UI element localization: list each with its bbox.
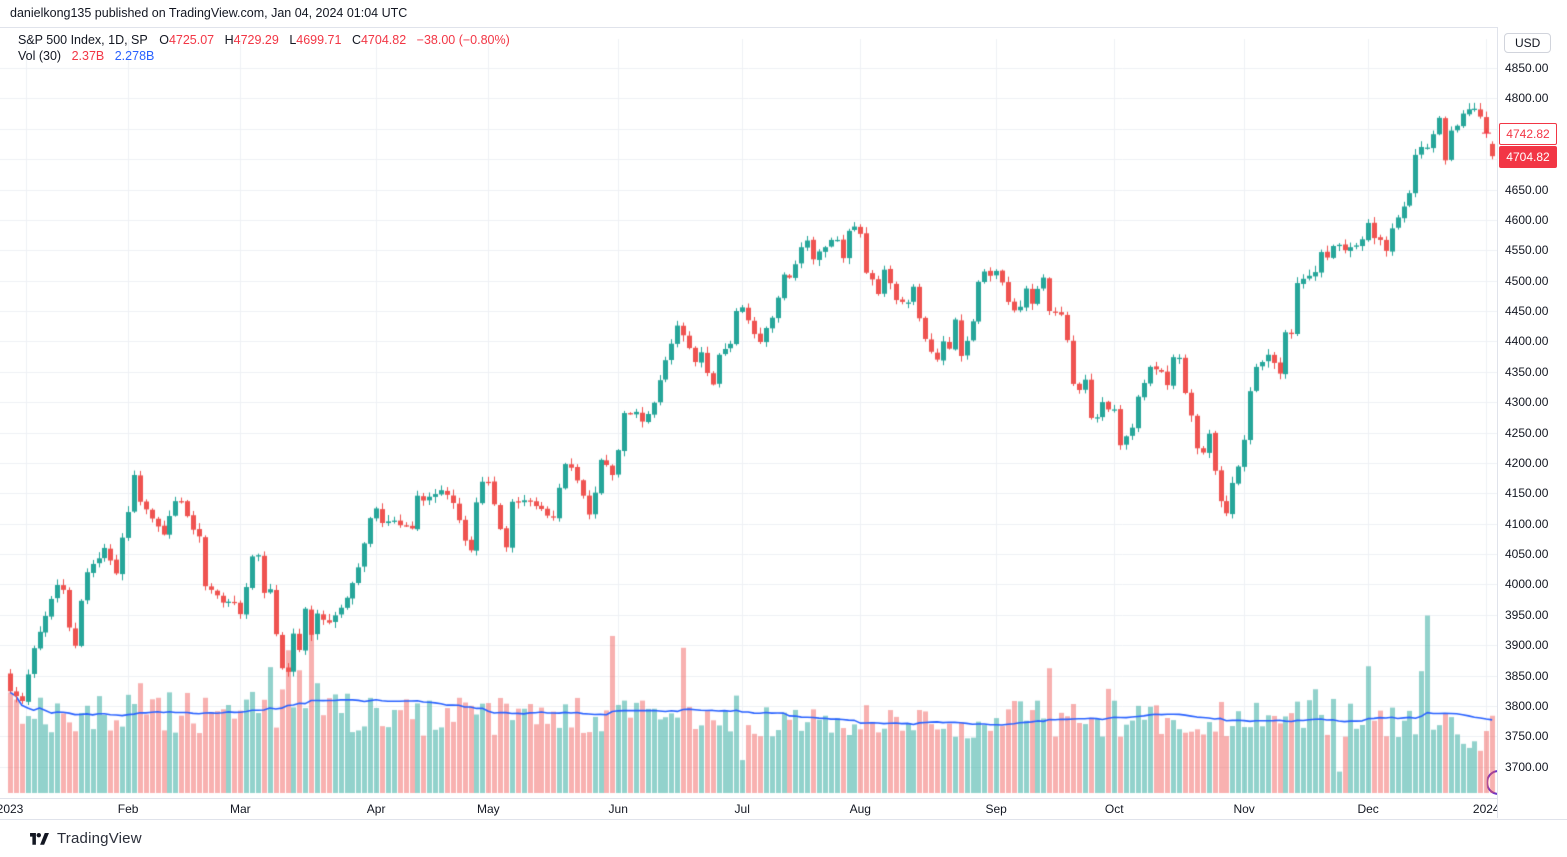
chart-legend: S&P 500 Index, 1D, SP O4725.07 H4729.29 … bbox=[18, 32, 510, 64]
price-tick-label: 3900.00 bbox=[1505, 638, 1549, 653]
price-tick-label: 4550.00 bbox=[1505, 243, 1549, 258]
time-axis-label: Sep bbox=[985, 802, 1007, 816]
price-tick-label: 3750.00 bbox=[1505, 729, 1549, 744]
time-axis-label: May bbox=[476, 802, 500, 816]
time-axis-label: Mar bbox=[229, 802, 251, 816]
time-axis-label: Oct bbox=[1104, 802, 1124, 816]
price-tick-label: 4800.00 bbox=[1505, 91, 1549, 106]
prev-close-price-label: 4742.82 bbox=[1499, 123, 1557, 146]
time-axis-label: Jul bbox=[734, 802, 750, 816]
legend-ohlc-row: S&P 500 Index, 1D, SP O4725.07 H4729.29 … bbox=[18, 32, 510, 48]
price-tick-label: 3700.00 bbox=[1505, 759, 1549, 774]
price-tick-label: 4650.00 bbox=[1505, 182, 1549, 197]
price-tick-label: 4050.00 bbox=[1505, 547, 1549, 561]
high-label: H bbox=[224, 33, 234, 47]
time-axis-label: Aug bbox=[849, 802, 871, 816]
price-axis[interactable]: USD 4742.82 4704.82 4850.004800.004750.0… bbox=[1497, 27, 1567, 818]
change-value: −38.00 (−0.80%) bbox=[416, 33, 510, 47]
price-tick-label: 3800.00 bbox=[1505, 698, 1549, 713]
open-label: O bbox=[159, 33, 169, 47]
time-axis-label: 2023 bbox=[0, 802, 24, 816]
attribution-text: danielkong135 published on TradingView.c… bbox=[10, 6, 408, 20]
low-value: 4699.71 bbox=[296, 33, 342, 47]
price-tick-label: 4350.00 bbox=[1505, 364, 1549, 379]
price-tick-label: 4400.00 bbox=[1505, 334, 1549, 349]
legend-volume-row: Vol (30) 2.37B 2.278B bbox=[18, 48, 510, 64]
time-axis-label: Nov bbox=[1233, 802, 1255, 816]
price-tick-label: 4100.00 bbox=[1505, 516, 1549, 531]
price-tick-label: 4450.00 bbox=[1505, 304, 1549, 318]
close-value: 4704.82 bbox=[360, 33, 407, 47]
open-value: 4725.07 bbox=[168, 33, 215, 47]
last-price-label: 4704.82 bbox=[1499, 146, 1557, 169]
price-tick-label: 4600.00 bbox=[1505, 212, 1549, 227]
symbol-title: S&P 500 Index, 1D, SP bbox=[18, 33, 148, 47]
price-tick-label: 4250.00 bbox=[1505, 425, 1549, 440]
volume-ma-value: 2.278B bbox=[114, 49, 155, 63]
price-tick-label: 3950.00 bbox=[1505, 607, 1549, 622]
price-tick-label: 4300.00 bbox=[1505, 395, 1549, 410]
tradingview-logo-icon bbox=[30, 831, 49, 846]
low-label: L bbox=[289, 33, 297, 47]
price-tick-label: 4500.00 bbox=[1505, 273, 1549, 288]
time-axis[interactable]: 2023 Feb Mar Apr May Jun Jul Aug Sep Oct Nov Dec 202… bbox=[0, 798, 1567, 820]
footer-bar: TradingView bbox=[0, 820, 1567, 857]
high-value: 4729.29 bbox=[233, 33, 279, 47]
price-tick-label: 3850.00 bbox=[1505, 668, 1549, 683]
time-axis-label: Jun bbox=[608, 802, 628, 816]
time-axis-label: Dec bbox=[1357, 802, 1379, 816]
close-label: C bbox=[351, 33, 361, 47]
currency-button[interactable]: USD bbox=[1504, 33, 1552, 53]
tradingview-brand-text[interactable]: TradingView bbox=[57, 830, 142, 847]
volume-value: 2.37B bbox=[71, 49, 105, 63]
price-tick-label: 4150.00 bbox=[1505, 486, 1549, 501]
price-tick-label: 4200.00 bbox=[1505, 455, 1549, 470]
price-tick-label: 4000.00 bbox=[1505, 577, 1549, 592]
chart-border-top bbox=[0, 27, 1567, 28]
time-axis-label: Feb bbox=[117, 802, 139, 816]
price-tick-label: 4850.00 bbox=[1505, 61, 1549, 75]
time-axis-label: 2024 bbox=[1472, 802, 1500, 816]
volume-label: Vol (30) bbox=[18, 49, 62, 63]
candlestick-chart-canvas[interactable] bbox=[0, 27, 1497, 798]
time-axis-label: Apr bbox=[366, 802, 386, 816]
